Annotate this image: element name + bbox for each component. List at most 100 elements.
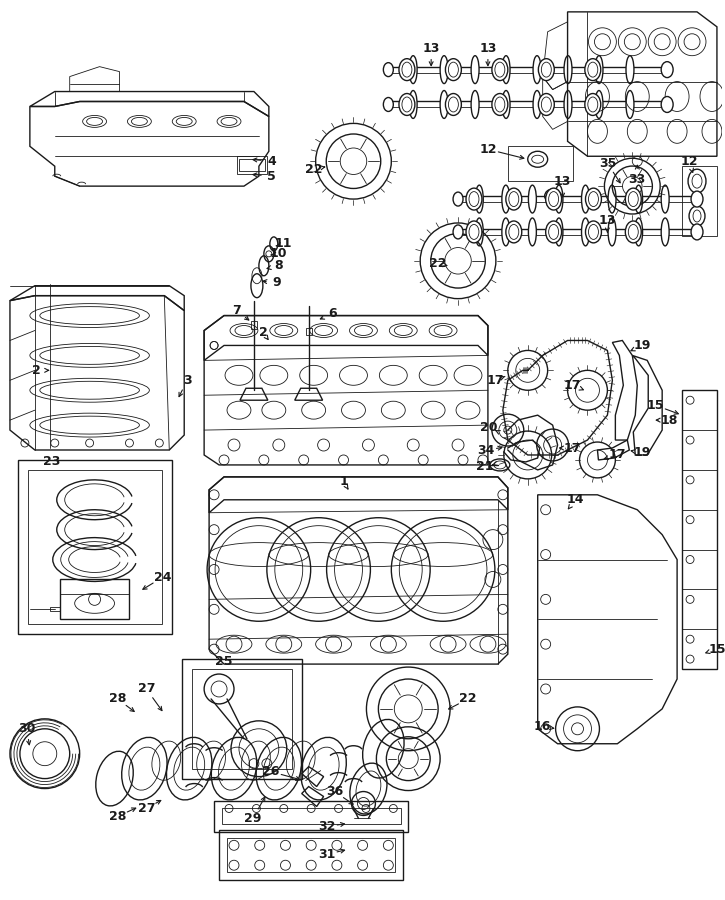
Text: 35: 35 xyxy=(599,157,616,170)
Ellipse shape xyxy=(608,218,616,246)
Text: 13: 13 xyxy=(479,42,497,55)
Ellipse shape xyxy=(492,58,507,81)
Text: 2: 2 xyxy=(259,326,268,339)
Ellipse shape xyxy=(453,225,463,238)
Ellipse shape xyxy=(585,94,601,115)
Ellipse shape xyxy=(453,192,463,206)
Ellipse shape xyxy=(585,58,601,81)
Text: 28: 28 xyxy=(109,692,126,706)
Text: 10: 10 xyxy=(270,248,288,260)
Text: 15: 15 xyxy=(647,399,664,411)
Bar xyxy=(192,669,291,769)
Bar xyxy=(18,460,173,634)
Text: 17: 17 xyxy=(486,374,504,387)
Ellipse shape xyxy=(440,91,448,119)
Text: 16: 16 xyxy=(534,720,552,733)
Text: 13: 13 xyxy=(554,175,571,187)
Text: 36: 36 xyxy=(326,785,343,798)
Ellipse shape xyxy=(691,191,703,207)
Text: 13: 13 xyxy=(599,214,616,228)
Bar xyxy=(227,838,395,872)
Ellipse shape xyxy=(476,218,484,246)
Text: 19: 19 xyxy=(634,446,651,460)
Text: 21: 21 xyxy=(476,461,494,473)
Text: 24: 24 xyxy=(154,571,171,584)
Ellipse shape xyxy=(626,188,641,210)
Text: 22: 22 xyxy=(305,163,323,176)
Ellipse shape xyxy=(506,188,522,210)
Ellipse shape xyxy=(661,96,673,112)
Text: 28: 28 xyxy=(109,810,126,823)
Bar xyxy=(222,808,401,824)
Ellipse shape xyxy=(502,56,510,84)
Text: 31: 31 xyxy=(318,848,335,860)
Text: 32: 32 xyxy=(318,820,335,832)
Ellipse shape xyxy=(661,62,673,77)
Ellipse shape xyxy=(595,56,603,84)
Ellipse shape xyxy=(533,91,541,119)
Text: 14: 14 xyxy=(567,493,584,507)
Bar xyxy=(507,147,573,181)
Text: 11: 11 xyxy=(275,238,292,250)
Text: 2: 2 xyxy=(33,364,41,377)
Text: 5: 5 xyxy=(268,170,276,183)
Ellipse shape xyxy=(564,56,572,84)
Text: 27: 27 xyxy=(138,802,155,815)
Ellipse shape xyxy=(626,56,634,84)
Ellipse shape xyxy=(471,91,479,119)
Ellipse shape xyxy=(399,94,415,115)
Ellipse shape xyxy=(546,188,562,210)
Text: 33: 33 xyxy=(629,173,646,185)
Text: 13: 13 xyxy=(423,42,440,55)
Ellipse shape xyxy=(661,218,669,246)
Bar xyxy=(182,659,302,778)
Text: 22: 22 xyxy=(429,257,447,270)
Bar xyxy=(214,800,408,832)
Text: 30: 30 xyxy=(18,723,36,735)
Ellipse shape xyxy=(529,218,536,246)
Ellipse shape xyxy=(608,185,616,213)
Ellipse shape xyxy=(399,58,415,81)
Ellipse shape xyxy=(506,221,522,243)
Text: 6: 6 xyxy=(328,307,337,320)
Bar xyxy=(239,159,265,171)
Ellipse shape xyxy=(586,221,602,243)
Ellipse shape xyxy=(581,218,589,246)
Ellipse shape xyxy=(445,94,461,115)
Bar xyxy=(59,580,130,619)
Text: 12: 12 xyxy=(680,155,697,167)
Ellipse shape xyxy=(384,97,394,112)
Ellipse shape xyxy=(466,221,482,243)
Text: 23: 23 xyxy=(43,455,60,468)
Text: 22: 22 xyxy=(459,692,477,706)
Ellipse shape xyxy=(555,185,563,213)
Ellipse shape xyxy=(440,56,448,84)
Ellipse shape xyxy=(539,94,555,115)
Ellipse shape xyxy=(384,63,394,76)
Ellipse shape xyxy=(539,58,555,81)
Bar xyxy=(682,166,717,236)
Ellipse shape xyxy=(533,56,541,84)
Text: 3: 3 xyxy=(183,374,191,387)
Ellipse shape xyxy=(409,56,417,84)
Text: 25: 25 xyxy=(215,654,233,668)
Text: 17: 17 xyxy=(608,448,626,462)
Bar xyxy=(219,831,403,880)
Ellipse shape xyxy=(546,221,562,243)
Ellipse shape xyxy=(586,188,602,210)
Ellipse shape xyxy=(466,188,482,210)
Bar xyxy=(28,470,162,625)
Text: 34: 34 xyxy=(477,444,494,456)
Bar xyxy=(237,157,267,175)
Ellipse shape xyxy=(502,185,510,213)
Ellipse shape xyxy=(564,91,572,119)
Ellipse shape xyxy=(555,218,563,246)
Text: 1: 1 xyxy=(339,475,348,489)
Text: 4: 4 xyxy=(268,155,276,167)
Text: 12: 12 xyxy=(479,143,497,156)
Ellipse shape xyxy=(634,185,642,213)
Text: 17: 17 xyxy=(564,442,581,454)
Ellipse shape xyxy=(471,56,479,84)
Text: 9: 9 xyxy=(273,276,281,289)
Ellipse shape xyxy=(634,218,642,246)
